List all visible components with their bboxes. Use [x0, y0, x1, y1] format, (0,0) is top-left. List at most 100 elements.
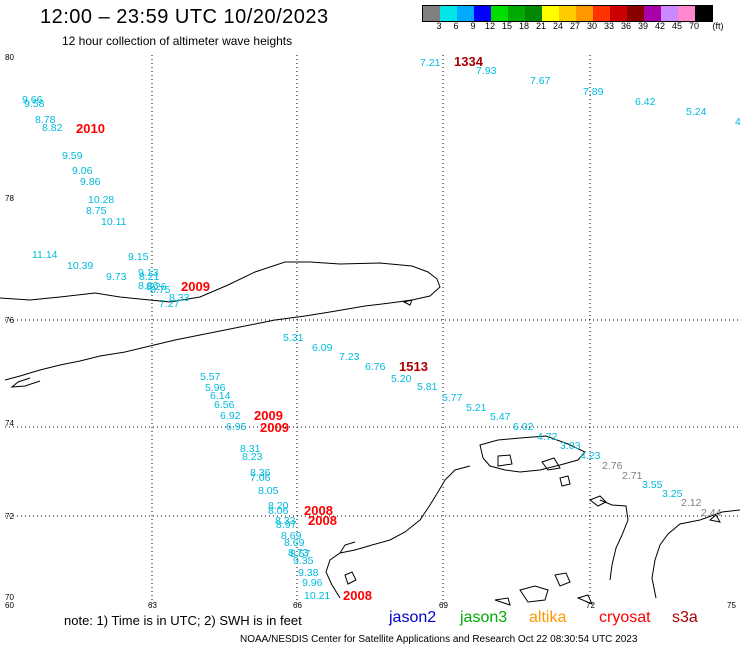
map-subtitle: 12 hour collection of altimeter wave hei…	[62, 34, 293, 48]
wave-height-reading: 10.11	[101, 216, 127, 228]
wave-height-reading: 9.66	[22, 94, 43, 106]
wave-height-reading: 3.55	[642, 479, 663, 491]
pass-time-label: 1334	[454, 54, 484, 69]
wave-height-reading: 2.44	[701, 507, 722, 519]
wave-height-reading: 3.25	[662, 488, 683, 500]
wave-height-reading: 9.73	[106, 271, 127, 283]
wave-height-reading: 9.35	[293, 555, 314, 567]
wave-height-reading: 6.42	[635, 96, 656, 108]
colorbar-swatch	[525, 6, 542, 21]
pass-time-label: 2008	[304, 503, 333, 518]
colorbar-swatch	[474, 6, 491, 21]
wave-height-reading: 8.26	[146, 281, 167, 293]
colorbar-tick: 45	[671, 21, 683, 31]
wave-height-reading: 5.20	[391, 373, 412, 385]
colorbar-swatch	[627, 6, 644, 21]
colorbar-tick: 24	[552, 21, 564, 31]
legend-s3a: s3a	[672, 609, 698, 626]
wave-height-reading: 8.23	[242, 451, 263, 463]
lon-label: 72	[586, 601, 595, 610]
pass-time-label: 2009	[181, 279, 210, 294]
colorbar-swatch	[508, 6, 525, 21]
colorbar-swatch	[457, 6, 474, 21]
wave-height-reading: 5.96	[205, 382, 226, 394]
wave-height-reading: 5.21	[466, 402, 487, 414]
lat-labels: 80 78 76 74 72 70	[5, 53, 14, 602]
lon-label: 63	[148, 601, 157, 610]
wave-height-reading: 6.09	[312, 342, 333, 354]
wave-height-reading: 8.33	[169, 292, 190, 304]
lon-label: 60	[5, 601, 14, 610]
colorbar-tick: 21	[535, 21, 547, 31]
lon-labels: 60 63 66 69 72 75	[5, 601, 736, 610]
colorbar-tick: 12	[484, 21, 496, 31]
wave-height-reading: 7.27	[159, 298, 180, 310]
wave-height-reading: 2.76	[602, 460, 623, 472]
wave-height-reading: 8.86	[138, 280, 159, 292]
legend-cryosat: cryosat	[599, 609, 651, 626]
pass-time-label: 2008	[343, 588, 372, 603]
lat-label: 80	[5, 53, 14, 62]
wave-height-reading: 10.28	[88, 194, 114, 206]
wave-height-readings: 7.217.937.677.896.425.2449.669.588.788.8…	[22, 57, 740, 602]
graticule	[5, 55, 740, 605]
colorbar-swatch	[440, 6, 457, 21]
wave-height-reading: 11.14	[32, 249, 58, 261]
wave-height-reading: 6.02	[513, 421, 534, 433]
lon-label: 66	[293, 601, 302, 610]
wave-height-reading: 5.47	[490, 411, 511, 423]
lat-label: 78	[5, 194, 14, 203]
wave-height-reading: 10.39	[67, 260, 93, 272]
wave-height-reading: 8.05	[258, 485, 279, 497]
wave-height-reading: 8.97	[276, 519, 297, 531]
wave-height-reading: 10.21	[304, 590, 330, 602]
colorbar-tick: 39	[637, 21, 649, 31]
colorbar-swatch	[644, 6, 661, 21]
colorbar-unit: (ft)	[712, 21, 724, 31]
colorbar-ticks: 3 6 9 12 15 18 21 24 27 30 33 36 39 42 4…	[422, 21, 740, 33]
colorbar-tick: 33	[603, 21, 615, 31]
wave-height-reading: 9.38	[298, 567, 319, 579]
colorbar-swatch	[661, 6, 678, 21]
wave-height-reading: 8.75	[86, 205, 107, 217]
wave-height-colorbar	[422, 5, 713, 22]
wave-height-reading: 7.23	[339, 351, 360, 363]
wave-height-reading: 6.95	[226, 421, 247, 433]
wave-height-reading: 6.56	[214, 399, 235, 411]
lon-label: 75	[727, 601, 736, 610]
colorbar-tick: 9	[470, 21, 476, 31]
colorbar-tick: 3	[436, 21, 442, 31]
lat-label: 70	[5, 593, 14, 602]
colorbar-tick: 70	[688, 21, 700, 31]
colorbar-swatch	[695, 6, 712, 21]
pass-time-label: 2009	[254, 408, 283, 423]
wave-height-reading: 8.33	[275, 515, 296, 527]
colorbar-tick: 30	[586, 21, 598, 31]
legend-jason2: jason2	[389, 609, 437, 626]
legend-jason3: jason3	[460, 609, 508, 626]
satellite-legend: jason2 jason3 altika cryosat s3a	[0, 609, 740, 629]
wave-height-reading: 8.57	[290, 548, 311, 560]
wave-height-reading: 6.92	[220, 410, 241, 422]
wave-height-reading: 7.67	[530, 75, 551, 87]
wave-height-reading: 8.20	[268, 500, 289, 512]
colorbar-swatch	[491, 6, 508, 21]
colorbar-tick: 6	[453, 21, 459, 31]
lat-label: 72	[5, 512, 14, 521]
footnote: note: 1) Time is in UTC; 2) SWH is in fe…	[64, 613, 302, 628]
coastline	[0, 261, 740, 606]
wave-height-reading: 7.89	[583, 86, 604, 98]
wave-height-reading: 2.12	[681, 497, 702, 509]
wave-height-reading: 9.96	[302, 577, 323, 589]
wave-height-reading: 9.13	[138, 267, 159, 279]
credit-line: NOAA/NESDIS Center for Satellite Applica…	[240, 634, 638, 645]
wave-height-reading: 3.03	[560, 440, 581, 452]
wave-height-reading: 6.76	[365, 361, 386, 373]
wave-height-reading: 5.24	[686, 106, 707, 118]
colorbar-swatch	[576, 6, 593, 21]
wave-height-reading: 2.71	[622, 470, 643, 482]
wave-height-reading: 8.75	[150, 284, 171, 296]
wave-height-reading: 9.06	[72, 165, 93, 177]
wave-height-reading: 4.72	[537, 431, 558, 443]
wave-height-reading: 4	[735, 116, 740, 128]
